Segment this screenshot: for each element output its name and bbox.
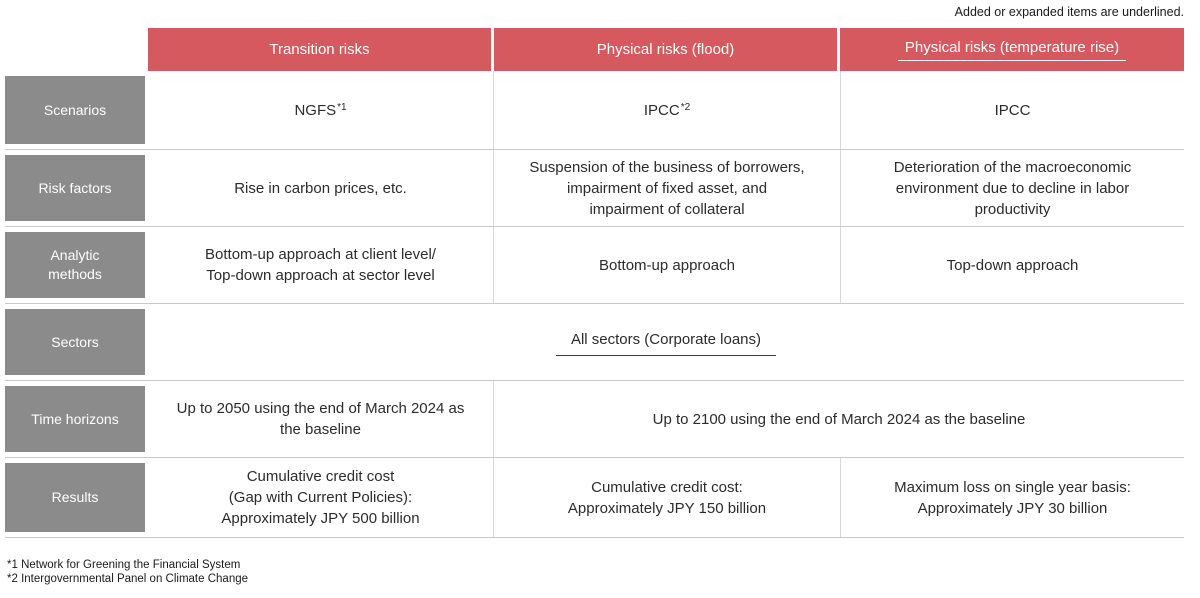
row-header-results: Results xyxy=(5,458,148,537)
column-header-label-underlined: Physical risks (temperature rise) xyxy=(897,39,1127,61)
table-row-time-horizons: Time horizons Up to 2050 using the end o… xyxy=(5,381,1184,458)
footnote-ipcc: *2 Intergovernmental Panel on Climate Ch… xyxy=(7,572,249,585)
footnotes: *1 Network for Greening the Financial Sy… xyxy=(7,559,248,586)
cell-risk-factors-temperature: Deterioration of the macroeconomic envir… xyxy=(840,150,1184,226)
row-header-risk-factors: Risk factors xyxy=(5,150,148,226)
row-header-scenarios: Scenarios xyxy=(5,71,148,149)
underline-legend-note: Added or expanded items are underlined. xyxy=(954,5,1184,19)
row-header-label: Time horizons xyxy=(5,386,145,452)
footnote-ngfs: *1 Network for Greening the Financial Sy… xyxy=(7,559,241,571)
cell-scenarios-temperature: IPCC xyxy=(840,71,1184,149)
cell-risk-factors-flood: Suspension of the business of borrowers,… xyxy=(493,150,840,226)
underlined-cell-text: All sectors (Corporate loans) xyxy=(555,329,777,356)
cell-time-horizons-transition: Up to 2050 using the end of March 2024 a… xyxy=(176,400,465,438)
cell-analytic-methods-flood: Bottom-up approach xyxy=(493,227,840,303)
row-header-label: Scenarios xyxy=(5,76,145,144)
row-header-sectors: Sectors xyxy=(5,304,148,380)
table-row-analytic-methods: Analytic methods Bottom-up approach at c… xyxy=(5,227,1184,304)
column-header-label: Transition risks xyxy=(269,41,370,58)
table-row-results: Results Cumulative credit cost (Gap with… xyxy=(5,458,1184,538)
table-header-row: Transition risks Physical risks (flood) … xyxy=(5,28,1184,71)
column-header-physical-risks-flood: Physical risks (flood) xyxy=(494,28,837,71)
row-header-analytic-methods: Analytic methods xyxy=(5,227,148,303)
cell-time-horizons-flood-and-temperature: Up to 2100 using the end of March 2024 a… xyxy=(493,381,1184,457)
row-header-label: Risk factors xyxy=(5,155,145,221)
row-header-label: Sectors xyxy=(5,309,145,375)
cell-risk-factors-transition: Rise in carbon prices, etc. xyxy=(234,179,407,197)
column-header-physical-risks-temperature: Physical risks (temperature rise) xyxy=(840,28,1184,71)
column-header-transition-risks: Transition risks xyxy=(148,28,491,71)
cell-sectors-all-columns: All sectors (Corporate loans) xyxy=(148,304,1184,380)
row-header-label: Results xyxy=(5,463,145,532)
cell-analytic-methods-transition: Bottom-up approach at client level/ Top-… xyxy=(205,246,436,284)
table-row-risk-factors: Risk factors Rise in carbon prices, etc.… xyxy=(5,150,1184,227)
cell-scenarios-flood: IPCC*2 xyxy=(493,71,840,149)
footnote-marker: *1 xyxy=(337,101,347,113)
cell-text: IPCC xyxy=(994,101,1031,119)
cell-analytic-methods-temperature: Top-down approach xyxy=(840,227,1184,303)
cell-results-transition: Cumulative credit cost (Gap with Current… xyxy=(221,468,420,527)
cell-results-flood: Cumulative credit cost: Approximately JP… xyxy=(493,458,840,537)
cell-text: NGFS*1 xyxy=(294,101,347,119)
cell-scenarios-transition: NGFS*1 xyxy=(148,71,493,149)
cell-text: IPCC*2 xyxy=(643,101,691,119)
table-row-sectors: Sectors All sectors (Corporate loans) xyxy=(5,304,1184,381)
scenario-analysis-table: Transition risks Physical risks (flood) … xyxy=(5,28,1184,538)
row-header-time-horizons: Time horizons xyxy=(5,381,148,457)
cell-results-temperature: Maximum loss on single year basis: Appro… xyxy=(840,458,1184,537)
footnote-marker: *2 xyxy=(680,101,691,113)
row-header-label: Analytic methods xyxy=(5,232,145,298)
table-row-scenarios: Scenarios NGFS*1 IPCC*2 IPCC xyxy=(5,71,1184,150)
column-header-label: Physical risks (flood) xyxy=(596,41,735,58)
